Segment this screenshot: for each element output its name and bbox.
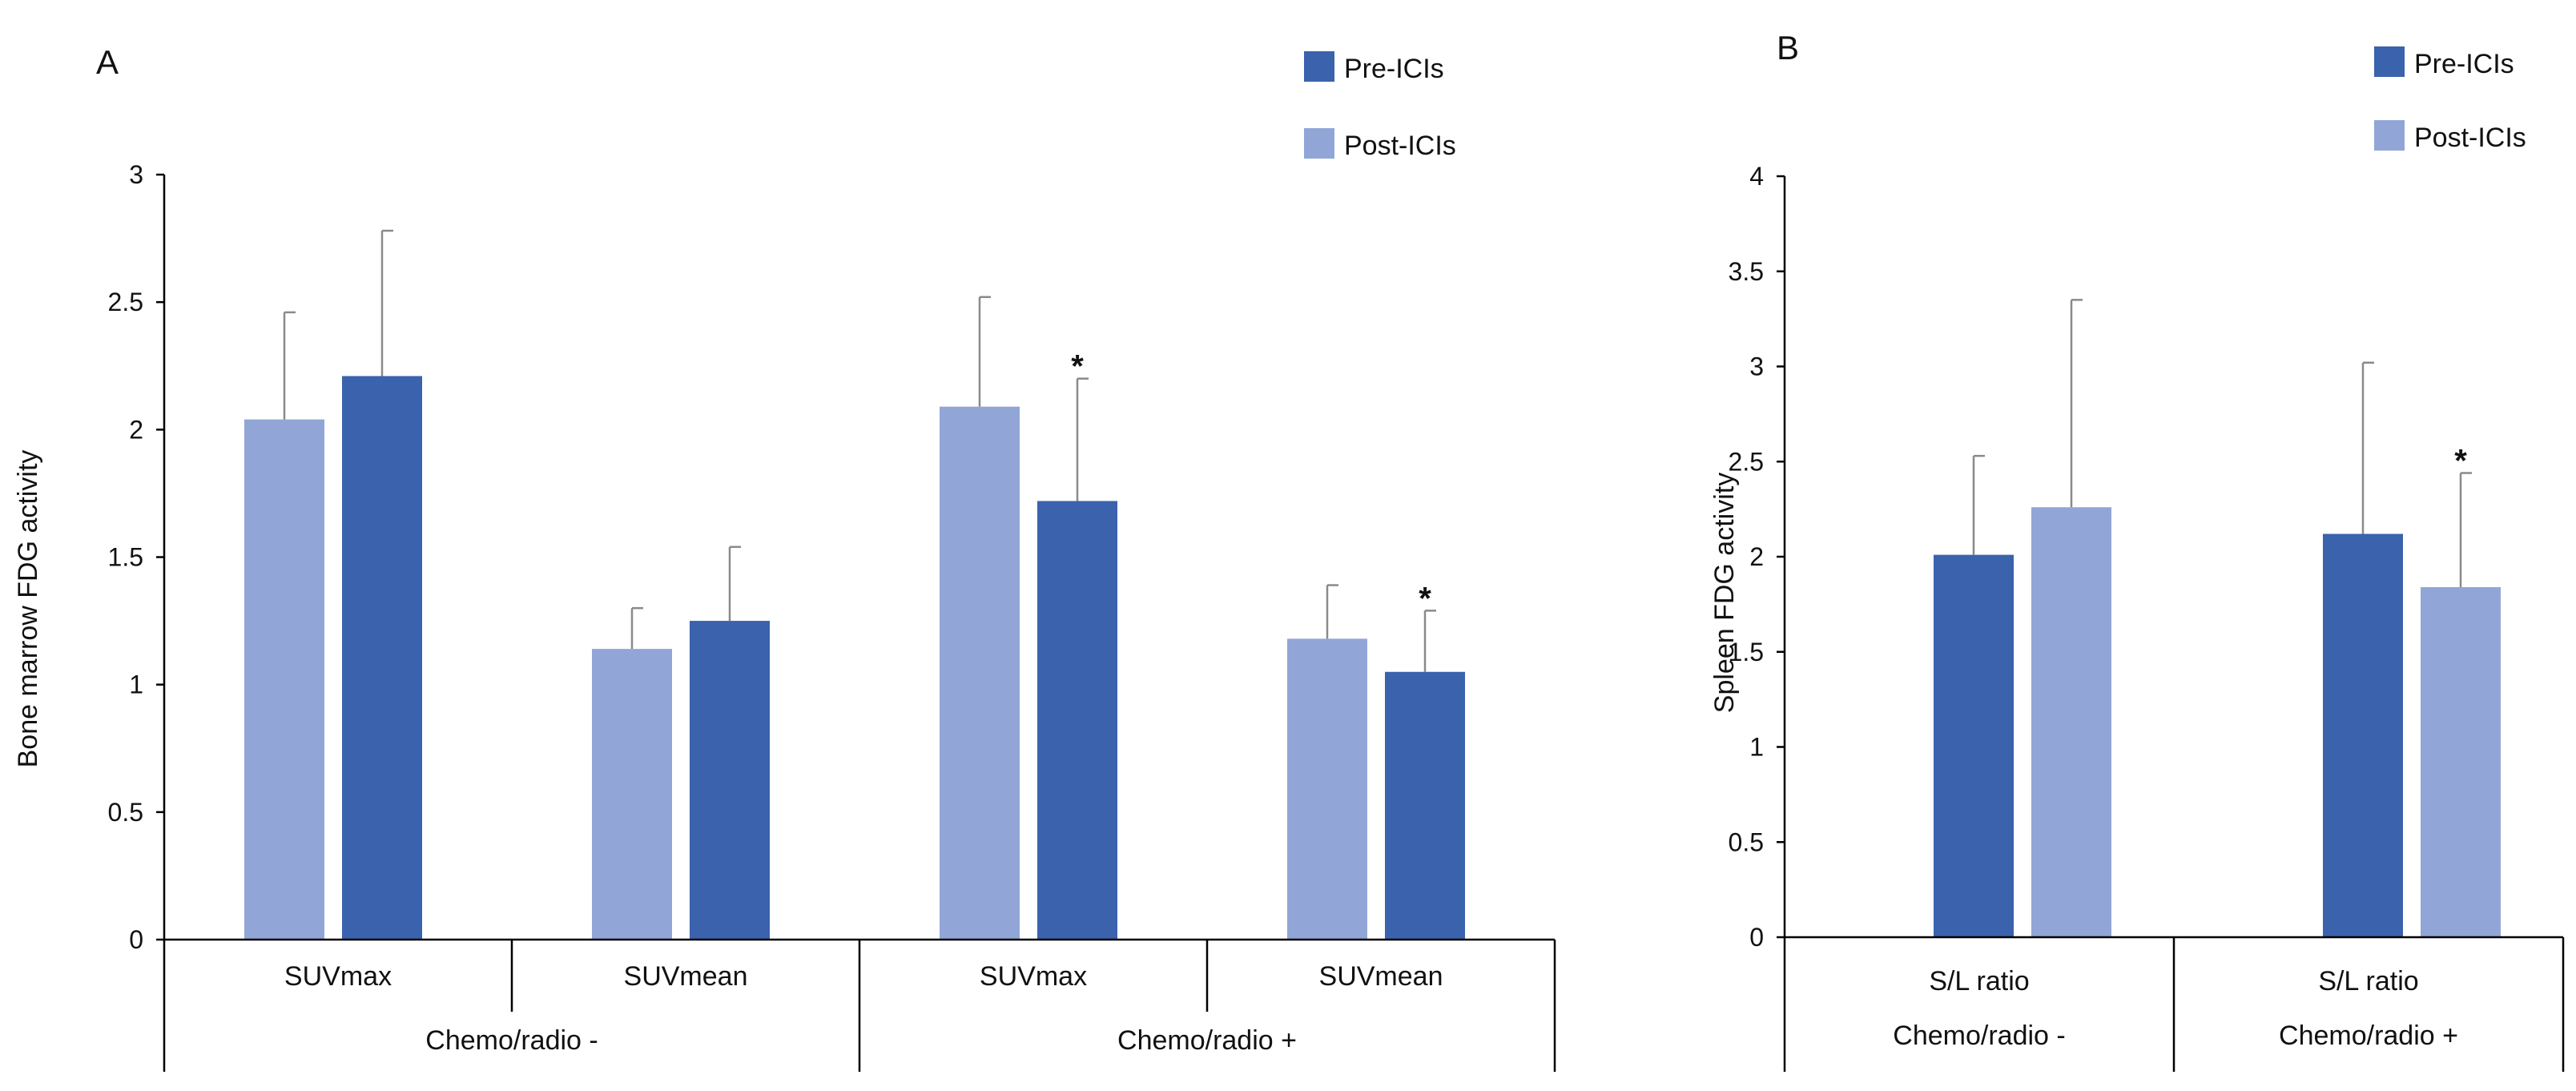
bar-post-icis-1 — [592, 649, 672, 940]
y-tick-label: 3 — [1749, 352, 1764, 381]
y-tick-label: 1.5 — [1729, 638, 1764, 666]
bar-post-icis-3 — [1287, 638, 1367, 940]
y-tick-label: 1 — [1749, 733, 1764, 762]
panel-a-legend: Pre-ICIs Post-ICIs — [1304, 51, 1456, 161]
panel-b-label: B — [1777, 29, 1799, 66]
bar-post-icis-0 — [2031, 507, 2111, 937]
x-group-label: SUVmean — [624, 961, 748, 992]
significance-star: * — [2454, 444, 2467, 479]
y-tick-label: 0 — [129, 925, 143, 954]
panel-a: A Bone marrow FDG activity Pre-ICIs Post… — [13, 43, 1556, 1072]
y-tick-label: 2 — [1749, 542, 1764, 571]
y-tick-label: 0.5 — [108, 798, 143, 827]
bar-post-icis-0 — [244, 419, 324, 940]
panel-b-legend: Pre-ICIs Post-ICIs — [2374, 46, 2526, 153]
panel-a-y-axis-label: Bone marrow FDG activity — [13, 450, 43, 768]
x-super-group-label: Chemo/radio + — [2279, 1021, 2458, 1051]
legend-label-post-icis: Post-ICIs — [1344, 131, 1456, 161]
x-group-label: SUVmax — [980, 961, 1087, 992]
legend-label-post-icis: Post-ICIs — [2414, 123, 2526, 153]
y-tick-label: 0 — [1749, 923, 1764, 952]
y-tick-label: 3.5 — [1729, 257, 1764, 286]
bar-pre-icis-0 — [1934, 554, 2014, 937]
panel-b: B Spleen FDG activity Pre-ICIs Post-ICIs… — [1709, 29, 2565, 1072]
x-super-group-label: Chemo/radio - — [425, 1025, 598, 1056]
legend-swatch-post-icis — [1304, 128, 1334, 159]
bar-pre-icis-1 — [690, 621, 770, 940]
x-super-group-label: Chemo/radio + — [1117, 1025, 1297, 1056]
y-tick-label: 2.5 — [108, 288, 143, 316]
panel-b-y-axis-label: Spleen FDG activity — [1709, 473, 1740, 713]
y-tick-label: 2 — [129, 415, 143, 444]
panel-b-plot: 0 0.5 1 1.5 2 2.5 3 3.5 4 S/L ratio * S/L ratio Chem… — [1729, 162, 2565, 1072]
y-tick-label: 3 — [129, 160, 143, 189]
x-group-label: S/L ratio — [2318, 966, 2418, 996]
legend-swatch-pre-icis — [1304, 51, 1334, 82]
significance-star: * — [1071, 349, 1084, 384]
legend-label-pre-icis: Pre-ICIs — [2414, 49, 2514, 79]
panel-a-label: A — [96, 43, 119, 81]
bar-post-icis-1 — [2421, 587, 2501, 937]
y-tick-label: 4 — [1749, 162, 1764, 191]
legend-label-pre-icis: Pre-ICIs — [1344, 54, 1444, 84]
x-super-group-label: Chemo/radio - — [1893, 1021, 2065, 1051]
bar-pre-icis-3 — [1385, 671, 1465, 940]
bar-post-icis-2 — [940, 406, 1020, 940]
bar-pre-icis-1 — [2323, 533, 2403, 937]
y-tick-label: 2.5 — [1729, 447, 1764, 476]
x-group-label: SUVmean — [1319, 961, 1443, 992]
bar-pre-icis-0 — [342, 376, 422, 940]
bar-pre-icis-2 — [1037, 501, 1117, 940]
legend-swatch-post-icis — [2374, 120, 2405, 151]
y-tick-label: 1.5 — [108, 543, 143, 572]
y-tick-label: 1 — [129, 670, 143, 699]
significance-star: * — [1419, 581, 1431, 616]
x-group-label: SUVmax — [284, 961, 392, 992]
panel-a-plot: 0 0.5 1 1.5 2 2.5 3 SUVmax SUVmean * SUVmax * SUVmea… — [108, 160, 1556, 1072]
y-tick-label: 0.5 — [1729, 827, 1764, 856]
legend-swatch-pre-icis — [2374, 46, 2405, 77]
x-group-label: S/L ratio — [1929, 966, 2029, 996]
